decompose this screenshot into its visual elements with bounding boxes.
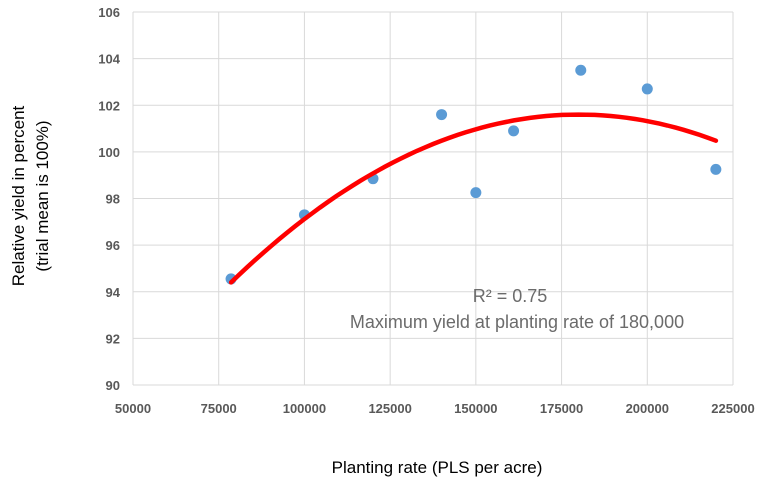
max-yield-annotation: Maximum yield at planting rate of 180,00…	[350, 312, 684, 332]
x-tick-label: 75000	[201, 401, 237, 416]
y-tick-label: 98	[106, 192, 120, 207]
y-axis-label-line2: (trial mean is 100%)	[33, 120, 52, 271]
data-points	[225, 64, 722, 285]
y-tick-label: 96	[106, 238, 120, 253]
y-tick-label: 100	[98, 145, 120, 160]
x-tick-label: 175000	[540, 401, 583, 416]
x-axis-label: Planting rate (PLS per acre)	[332, 458, 543, 477]
tick-labels: 50000 75000 100000 125000 150000 175000 200000…	[98, 5, 754, 416]
data-point	[641, 83, 653, 95]
x-tick-label: 150000	[454, 401, 497, 416]
y-tick-label: 106	[98, 5, 120, 20]
data-point	[508, 125, 520, 137]
r-squared-annotation: R² = 0.75	[473, 286, 548, 306]
y-tick-label: 90	[106, 378, 120, 393]
y-axis-label-line1: Relative yield in percent	[9, 105, 28, 286]
x-tick-label: 125000	[368, 401, 411, 416]
y-tick-label: 102	[98, 98, 120, 113]
trendline	[228, 112, 719, 285]
y-tick-label: 94	[106, 285, 121, 300]
data-point	[436, 109, 448, 121]
data-point	[470, 187, 482, 199]
x-tick-label: 200000	[626, 401, 669, 416]
x-tick-label: 50000	[115, 401, 151, 416]
x-tick-label: 100000	[283, 401, 326, 416]
gridlines	[132, 11, 734, 386]
y-tick-label: 92	[106, 331, 120, 346]
x-tick-label: 225000	[711, 401, 754, 416]
data-point	[575, 64, 587, 76]
data-point	[710, 163, 722, 175]
y-tick-label: 104	[98, 52, 120, 67]
